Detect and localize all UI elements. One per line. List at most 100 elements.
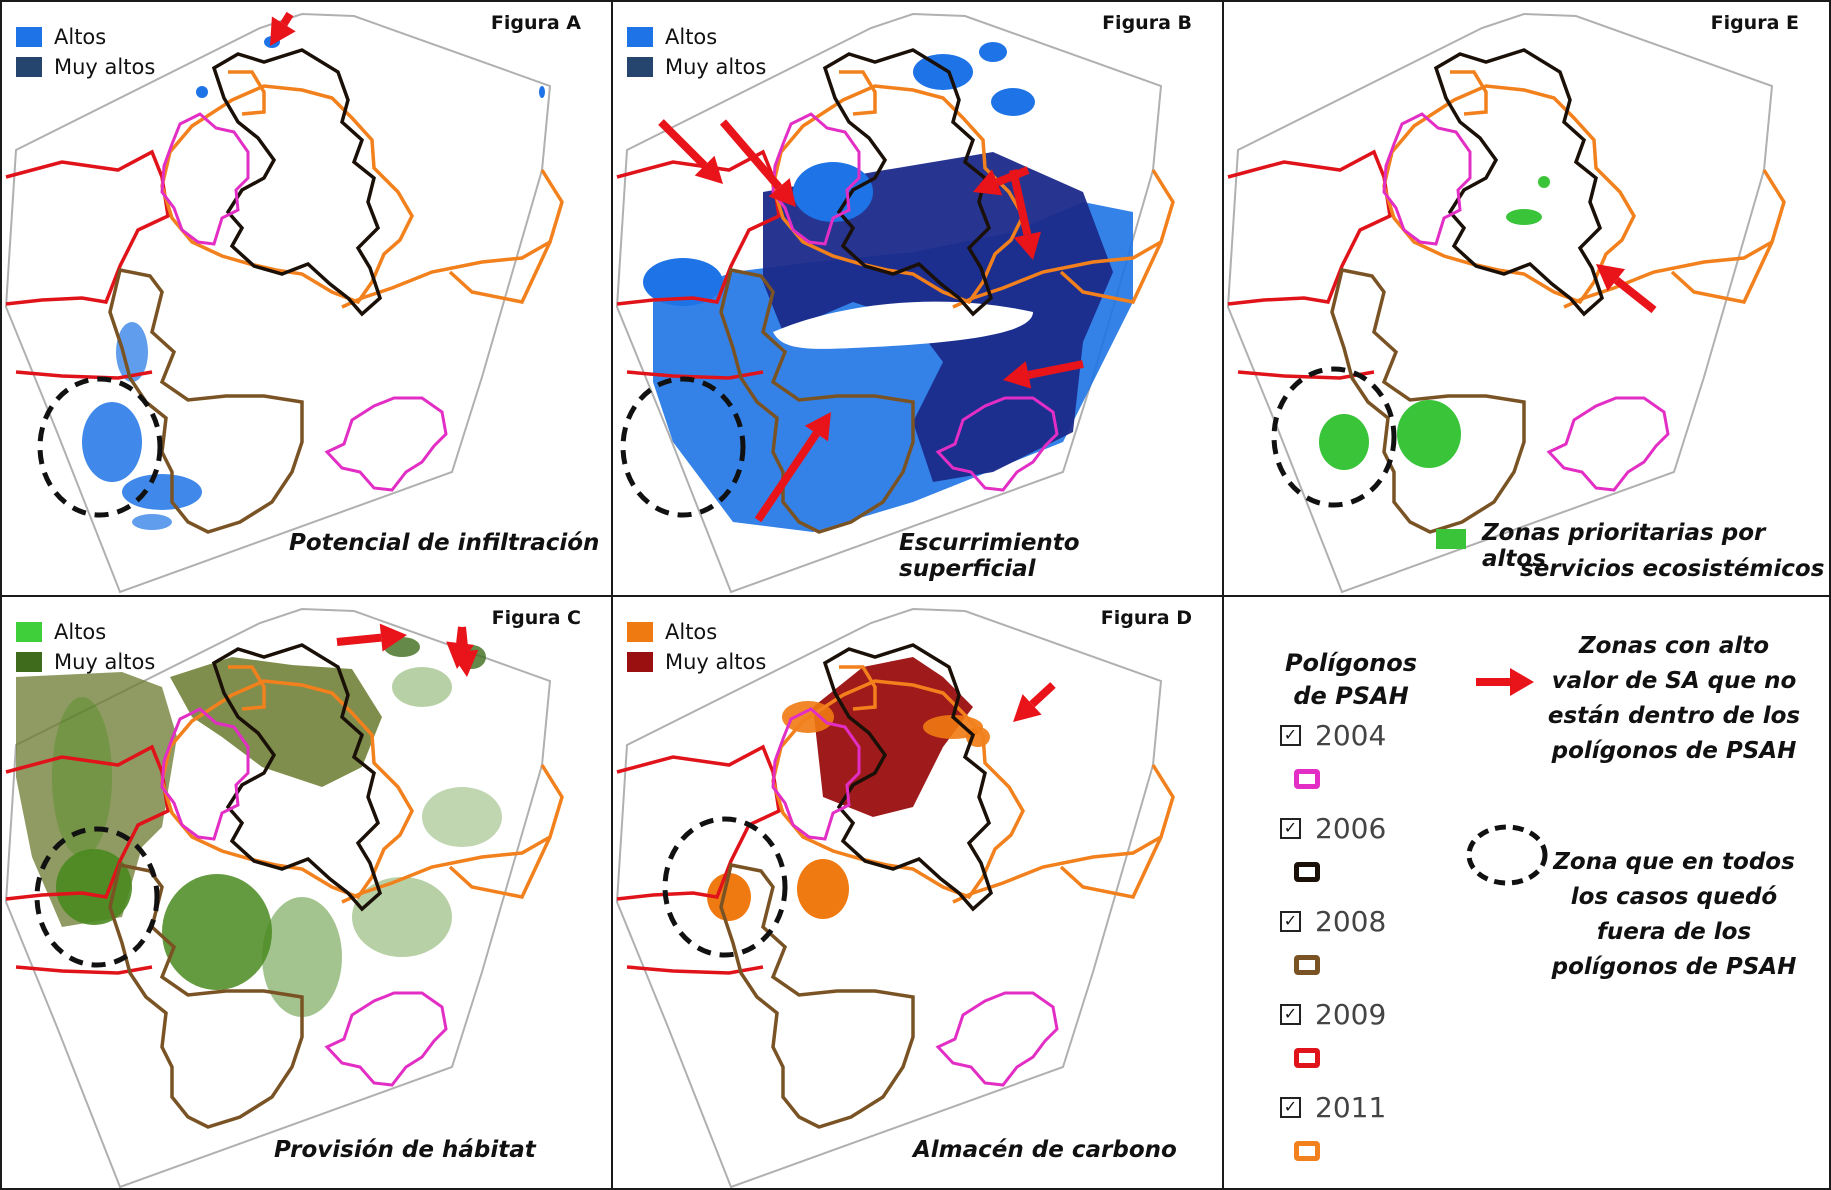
arrow-note-line: están dentro de los <box>1547 703 1801 729</box>
psah-polygon-2009 <box>5 149 170 306</box>
red-arrow-icon <box>719 119 783 190</box>
legend-label: Muy altos <box>665 650 767 674</box>
psah-polygon-2011 <box>771 84 1025 305</box>
arrow-note-line: polígonos de PSAH <box>1551 738 1797 764</box>
legend: Altos Muy altos <box>627 22 766 82</box>
psah-polygon-2008 <box>719 862 915 1129</box>
study-area-outline <box>615 607 1163 1188</box>
checkbox-2009[interactable]: ✓ <box>1280 1004 1301 1025</box>
panel-figura-b: Figura B Altos Muy altos Escurrimiento s… <box>611 0 1224 597</box>
psah-polygon-2011 <box>839 70 877 116</box>
psah-polygon-2011 <box>448 241 552 304</box>
polygon-swatch-2011 <box>1294 1141 1320 1161</box>
psah-polygon-2009 <box>15 370 153 380</box>
polygon-swatch-2006 <box>1294 862 1320 882</box>
priority-zone <box>1506 209 1542 225</box>
psah-polygon-2011 <box>228 70 266 116</box>
habitat-area <box>162 874 272 990</box>
psah-polygon-2004 <box>771 707 861 841</box>
panel-caption: Potencial de infiltración <box>289 530 600 556</box>
polygon-swatch-2008 <box>1294 955 1320 975</box>
psah-polygon-2011 <box>341 169 564 309</box>
red-arrow-icon <box>1596 264 1626 292</box>
polygon-swatch-2009 <box>1294 1048 1320 1068</box>
year-row-2008: ✓ 2008 <box>1280 905 1386 938</box>
panel-caption: Provisión de hábitat <box>274 1137 536 1163</box>
figure-label: Figura C <box>491 607 581 629</box>
legend-swatch <box>16 57 42 77</box>
map-figura-a <box>4 11 564 594</box>
panel-figura-a: Figura A Altos Muy altos Potencial de in… <box>0 0 613 597</box>
psah-polygon-2004 <box>935 991 1059 1087</box>
red-arrow-icon <box>270 16 296 46</box>
infiltration-area <box>539 86 545 98</box>
figure-label: Figura B <box>1102 12 1192 34</box>
year-row-2004: ✓ 2004 <box>1280 719 1386 752</box>
priority-zone <box>1538 176 1550 188</box>
red-arrow-icon <box>1476 668 1534 696</box>
dashed-circle-icon <box>1466 824 1548 886</box>
infiltration-area <box>132 514 172 530</box>
legend-item-muy-altos: Muy altos <box>16 52 155 82</box>
psah-polygon-2009 <box>5 744 170 901</box>
legend-label: Muy altos <box>54 55 156 79</box>
figure-label: Figura A <box>490 12 581 34</box>
legend-swatch <box>627 652 653 672</box>
infiltration-area <box>122 474 202 510</box>
checkbox-2006[interactable]: ✓ <box>1280 818 1301 839</box>
figure-label: Figura D <box>1100 607 1192 629</box>
legend: Altos Muy altos <box>16 22 155 82</box>
year-label: 2008 <box>1315 905 1387 938</box>
dashed-circle-marker <box>662 816 788 958</box>
checkbox-2004[interactable]: ✓ <box>1280 725 1301 746</box>
legend: Altos Muy altos <box>627 617 766 677</box>
dashed-circle-marker <box>1271 366 1397 508</box>
checkbox-2011[interactable]: ✓ <box>1280 1097 1301 1118</box>
psah-polygon-2011 <box>1059 241 1163 304</box>
red-arrow-icon <box>1029 682 1056 708</box>
psah-polygon-2004 <box>324 396 448 492</box>
habitat-area <box>392 667 452 707</box>
legend-label: Muy altos <box>54 650 156 674</box>
year-label: 2006 <box>1315 812 1387 845</box>
carbon-high <box>707 873 751 921</box>
red-arrow-icon <box>379 623 407 652</box>
psah-polygon-2011 <box>952 169 1175 309</box>
priority-zone <box>1319 414 1369 470</box>
key-title-line2: de PSAH <box>1293 682 1409 710</box>
psah-polygon-2008 <box>1330 267 1526 534</box>
habitat-area <box>352 877 452 957</box>
carbon-high <box>797 859 849 919</box>
psah-polygon-2004 <box>1546 396 1670 492</box>
habitat-very-high <box>170 657 382 787</box>
psah-polygon-2011 <box>341 764 564 904</box>
psah-polygon-2004 <box>935 396 1059 492</box>
runoff-area-high <box>991 88 1035 116</box>
legend-item-muy-altos: Muy altos <box>627 52 766 82</box>
arrow-note-line: Zonas con alto <box>1578 633 1770 659</box>
psah-polygon-2006 <box>211 48 383 317</box>
red-arrow-icon <box>973 169 1003 196</box>
habitat-very-high <box>16 672 177 927</box>
legend-swatch <box>627 27 653 47</box>
red-arrow-icon <box>658 119 708 169</box>
checkbox-2008[interactable]: ✓ <box>1280 911 1301 932</box>
map-figura-b <box>615 12 1175 594</box>
legend-swatch <box>16 622 42 642</box>
panel-caption: Escurrimiento superficial <box>899 530 1080 582</box>
psah-polygon-2009 <box>616 744 781 901</box>
map-figura-c <box>4 607 564 1188</box>
year-row-2009: ✓ 2009 <box>1280 998 1386 1031</box>
psah-polygon-2011 <box>160 679 414 900</box>
legend-label: Muy altos <box>665 55 767 79</box>
psah-polygon-2011 <box>839 665 877 711</box>
psah-polygon-2009 <box>616 149 781 306</box>
psah-polygon-2004 <box>324 991 448 1087</box>
map-figura-d <box>615 607 1175 1188</box>
circle-note-line: fuera de los <box>1596 919 1752 945</box>
panel-figura-e: Figura E Zonas prioritarias por altos se… <box>1222 0 1831 597</box>
panel-figura-d: Figura D Altos Muy altos Almacén de carb… <box>611 595 1224 1190</box>
legend-swatch <box>16 27 42 47</box>
psah-polygon-2011 <box>1450 70 1488 116</box>
panel-caption-line1: Zonas prioritarias por altos <box>1482 520 1766 572</box>
